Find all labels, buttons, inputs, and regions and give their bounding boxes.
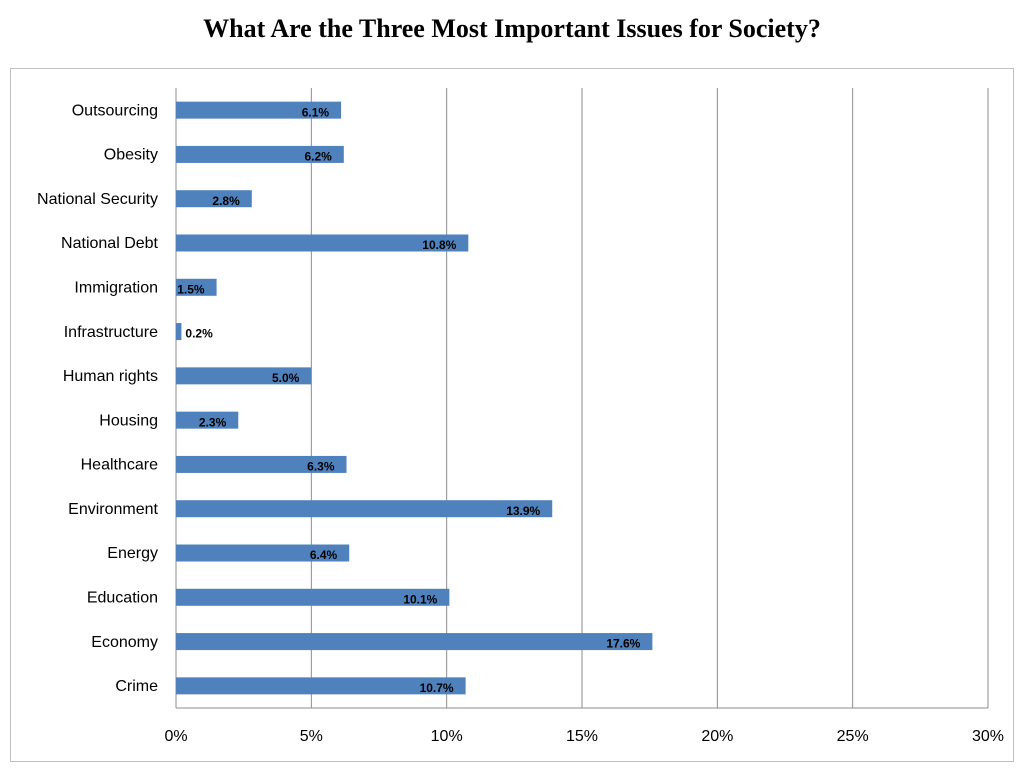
category-label: National Debt bbox=[61, 235, 159, 252]
bar bbox=[176, 500, 553, 518]
bar bbox=[176, 234, 469, 252]
bar bbox=[176, 544, 350, 562]
data-label: 10.1% bbox=[403, 592, 437, 606]
x-tick-label: 5% bbox=[300, 728, 323, 745]
category-label: Infrastructure bbox=[64, 324, 158, 341]
bar bbox=[176, 101, 342, 119]
bar bbox=[176, 278, 217, 296]
data-label: 0.2% bbox=[185, 327, 213, 341]
category-label: Education bbox=[87, 590, 158, 607]
data-label: 6.1% bbox=[302, 105, 330, 119]
chart-title: What Are the Three Most Important Issues… bbox=[203, 14, 821, 43]
category-label: Economy bbox=[91, 634, 158, 651]
data-label: 5.0% bbox=[272, 371, 300, 385]
category-label: Obesity bbox=[104, 147, 158, 164]
x-tick-label: 0% bbox=[164, 728, 187, 745]
data-label: 17.6% bbox=[606, 637, 640, 651]
bar bbox=[176, 323, 182, 341]
data-label: 1.5% bbox=[177, 282, 205, 296]
category-label: Outsourcing bbox=[72, 102, 158, 119]
x-tick-label: 30% bbox=[972, 728, 1004, 745]
bar bbox=[176, 411, 239, 429]
bar bbox=[176, 588, 450, 606]
data-label: 2.8% bbox=[212, 194, 240, 208]
category-label: Housing bbox=[99, 412, 158, 429]
data-label: 6.2% bbox=[304, 150, 332, 164]
data-label: 2.3% bbox=[199, 415, 227, 429]
category-label: Environment bbox=[68, 501, 158, 518]
bar bbox=[176, 455, 347, 473]
category-label: Healthcare bbox=[81, 457, 158, 474]
category-label: Immigration bbox=[74, 280, 158, 297]
bar bbox=[176, 677, 466, 695]
x-tick-label: 20% bbox=[701, 728, 733, 745]
category-label: Human rights bbox=[63, 368, 158, 385]
bar bbox=[176, 367, 312, 385]
data-label: 10.7% bbox=[420, 681, 454, 695]
category-label: Crime bbox=[115, 678, 158, 695]
x-tick-label: 10% bbox=[431, 728, 463, 745]
data-label: 6.3% bbox=[307, 460, 335, 474]
category-label: Energy bbox=[107, 545, 158, 562]
x-tick-label: 15% bbox=[566, 728, 598, 745]
bar bbox=[176, 190, 252, 208]
bar bbox=[176, 633, 653, 651]
x-tick-label: 25% bbox=[837, 728, 869, 745]
data-label: 6.4% bbox=[310, 548, 338, 562]
bar bbox=[176, 145, 344, 163]
data-label: 13.9% bbox=[506, 504, 540, 518]
category-label: National Security bbox=[37, 191, 158, 208]
data-label: 10.8% bbox=[422, 238, 456, 252]
